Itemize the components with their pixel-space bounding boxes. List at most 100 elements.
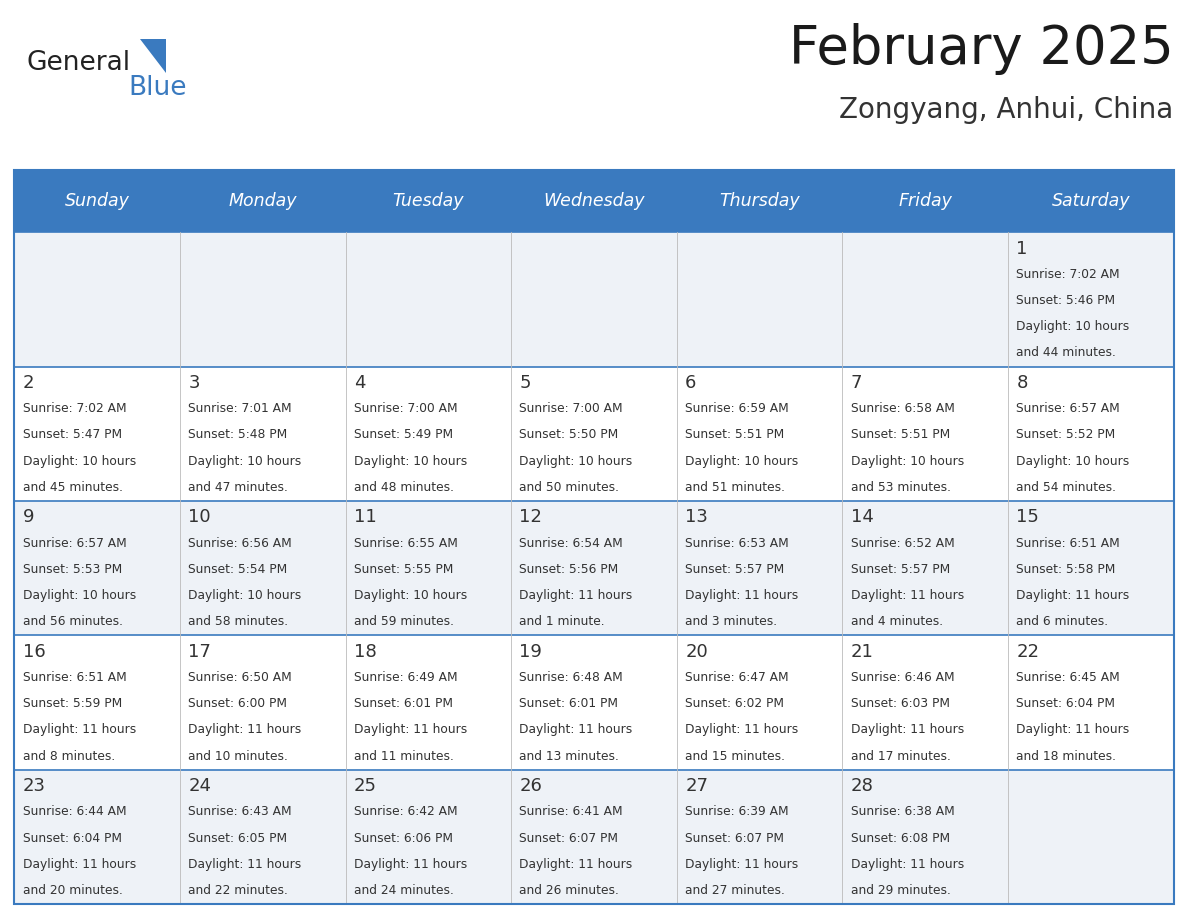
Text: Sunrise: 6:49 AM: Sunrise: 6:49 AM [354, 671, 457, 684]
Text: 25: 25 [354, 778, 377, 795]
Text: Daylight: 11 hours: Daylight: 11 hours [519, 857, 633, 871]
Text: Thursday: Thursday [719, 192, 800, 210]
Text: and 6 minutes.: and 6 minutes. [1017, 615, 1108, 628]
Text: Sunset: 5:57 PM: Sunset: 5:57 PM [851, 563, 950, 576]
Text: 6: 6 [685, 374, 696, 392]
Text: 7: 7 [851, 374, 862, 392]
Text: Daylight: 11 hours: Daylight: 11 hours [519, 723, 633, 736]
Text: Sunrise: 6:42 AM: Sunrise: 6:42 AM [354, 805, 457, 819]
Text: 4: 4 [354, 374, 366, 392]
Text: Sunrise: 6:51 AM: Sunrise: 6:51 AM [1017, 537, 1120, 550]
Text: Wednesday: Wednesday [543, 192, 645, 210]
Text: 12: 12 [519, 509, 543, 526]
Text: and 8 minutes.: and 8 minutes. [23, 750, 115, 763]
Text: Sunrise: 6:51 AM: Sunrise: 6:51 AM [23, 671, 126, 684]
Text: 8: 8 [1017, 374, 1028, 392]
Text: 16: 16 [23, 643, 45, 661]
Text: 10: 10 [188, 509, 210, 526]
Polygon shape [140, 39, 166, 73]
Text: Sunset: 6:01 PM: Sunset: 6:01 PM [519, 697, 619, 711]
Text: Zongyang, Anhui, China: Zongyang, Anhui, China [840, 96, 1174, 125]
Text: 14: 14 [851, 509, 873, 526]
Text: 1: 1 [1017, 240, 1028, 258]
Text: Sunset: 5:51 PM: Sunset: 5:51 PM [851, 429, 950, 442]
Text: Sunrise: 6:44 AM: Sunrise: 6:44 AM [23, 805, 126, 819]
Text: 11: 11 [354, 509, 377, 526]
Bar [14, 170, 1174, 232]
Text: 3: 3 [188, 374, 200, 392]
Text: and 11 minutes.: and 11 minutes. [354, 750, 454, 763]
Text: Sunset: 6:06 PM: Sunset: 6:06 PM [354, 832, 453, 845]
Text: Sunrise: 7:02 AM: Sunrise: 7:02 AM [23, 402, 126, 415]
Text: Sunday: Sunday [64, 192, 129, 210]
Text: 18: 18 [354, 643, 377, 661]
Text: Sunrise: 6:38 AM: Sunrise: 6:38 AM [851, 805, 954, 819]
Text: Sunset: 6:00 PM: Sunset: 6:00 PM [188, 697, 287, 711]
Text: Daylight: 10 hours: Daylight: 10 hours [1017, 320, 1130, 333]
Bar [14, 366, 1174, 501]
Text: and 26 minutes.: and 26 minutes. [519, 884, 619, 897]
Bar [14, 635, 1174, 770]
Text: Sunrise: 6:47 AM: Sunrise: 6:47 AM [685, 671, 789, 684]
Text: Daylight: 11 hours: Daylight: 11 hours [1017, 589, 1130, 602]
Text: and 3 minutes.: and 3 minutes. [685, 615, 777, 628]
Text: Sunrise: 6:53 AM: Sunrise: 6:53 AM [685, 537, 789, 550]
Text: Sunrise: 6:41 AM: Sunrise: 6:41 AM [519, 805, 624, 819]
Text: Daylight: 11 hours: Daylight: 11 hours [188, 723, 302, 736]
Text: Sunset: 5:49 PM: Sunset: 5:49 PM [354, 429, 453, 442]
Text: Sunrise: 6:54 AM: Sunrise: 6:54 AM [519, 537, 624, 550]
Text: Daylight: 10 hours: Daylight: 10 hours [354, 589, 467, 602]
Text: Sunrise: 6:56 AM: Sunrise: 6:56 AM [188, 537, 292, 550]
Text: Daylight: 10 hours: Daylight: 10 hours [519, 454, 633, 467]
Text: Sunrise: 6:48 AM: Sunrise: 6:48 AM [519, 671, 624, 684]
Text: General: General [26, 50, 131, 76]
Text: Sunset: 5:55 PM: Sunset: 5:55 PM [354, 563, 454, 576]
Text: and 58 minutes.: and 58 minutes. [188, 615, 289, 628]
Text: and 13 minutes.: and 13 minutes. [519, 750, 619, 763]
Text: Sunrise: 6:50 AM: Sunrise: 6:50 AM [188, 671, 292, 684]
Text: and 59 minutes.: and 59 minutes. [354, 615, 454, 628]
Text: Sunrise: 6:46 AM: Sunrise: 6:46 AM [851, 671, 954, 684]
Text: Daylight: 11 hours: Daylight: 11 hours [354, 857, 467, 871]
Text: Daylight: 11 hours: Daylight: 11 hours [23, 723, 135, 736]
Text: and 29 minutes.: and 29 minutes. [851, 884, 950, 897]
Text: Sunrise: 6:57 AM: Sunrise: 6:57 AM [23, 537, 126, 550]
Bar [14, 170, 1174, 904]
Text: 20: 20 [685, 643, 708, 661]
Text: 21: 21 [851, 643, 873, 661]
Text: 5: 5 [519, 374, 531, 392]
Text: Sunset: 5:48 PM: Sunset: 5:48 PM [188, 429, 287, 442]
Bar [14, 501, 1174, 635]
Text: and 54 minutes.: and 54 minutes. [1017, 481, 1117, 494]
Text: Sunset: 6:02 PM: Sunset: 6:02 PM [685, 697, 784, 711]
Text: Daylight: 10 hours: Daylight: 10 hours [354, 454, 467, 467]
Text: and 15 minutes.: and 15 minutes. [685, 750, 785, 763]
Text: Daylight: 11 hours: Daylight: 11 hours [851, 589, 963, 602]
Text: Sunrise: 6:59 AM: Sunrise: 6:59 AM [685, 402, 789, 415]
Text: Sunset: 6:01 PM: Sunset: 6:01 PM [354, 697, 453, 711]
Text: Sunrise: 6:43 AM: Sunrise: 6:43 AM [188, 805, 292, 819]
Text: Sunset: 5:51 PM: Sunset: 5:51 PM [685, 429, 784, 442]
Text: Sunrise: 7:00 AM: Sunrise: 7:00 AM [519, 402, 624, 415]
Text: Monday: Monday [228, 192, 297, 210]
Text: Daylight: 10 hours: Daylight: 10 hours [23, 589, 135, 602]
Text: Sunrise: 6:45 AM: Sunrise: 6:45 AM [1017, 671, 1120, 684]
Text: 23: 23 [23, 778, 45, 795]
Text: and 47 minutes.: and 47 minutes. [188, 481, 287, 494]
Text: Daylight: 10 hours: Daylight: 10 hours [685, 454, 798, 467]
Text: Daylight: 10 hours: Daylight: 10 hours [23, 454, 135, 467]
Text: Sunrise: 7:01 AM: Sunrise: 7:01 AM [188, 402, 292, 415]
Text: Sunset: 5:58 PM: Sunset: 5:58 PM [1017, 563, 1116, 576]
Text: 22: 22 [1017, 643, 1040, 661]
Text: Daylight: 11 hours: Daylight: 11 hours [851, 723, 963, 736]
Bar [14, 770, 1174, 904]
Text: 2: 2 [23, 374, 34, 392]
Text: and 27 minutes.: and 27 minutes. [685, 884, 785, 897]
Text: Daylight: 10 hours: Daylight: 10 hours [188, 589, 302, 602]
Text: Daylight: 11 hours: Daylight: 11 hours [23, 857, 135, 871]
Text: Daylight: 11 hours: Daylight: 11 hours [188, 857, 302, 871]
Text: Daylight: 11 hours: Daylight: 11 hours [685, 857, 798, 871]
Text: and 4 minutes.: and 4 minutes. [851, 615, 943, 628]
Text: Sunset: 5:52 PM: Sunset: 5:52 PM [1017, 429, 1116, 442]
Text: and 18 minutes.: and 18 minutes. [1017, 750, 1117, 763]
